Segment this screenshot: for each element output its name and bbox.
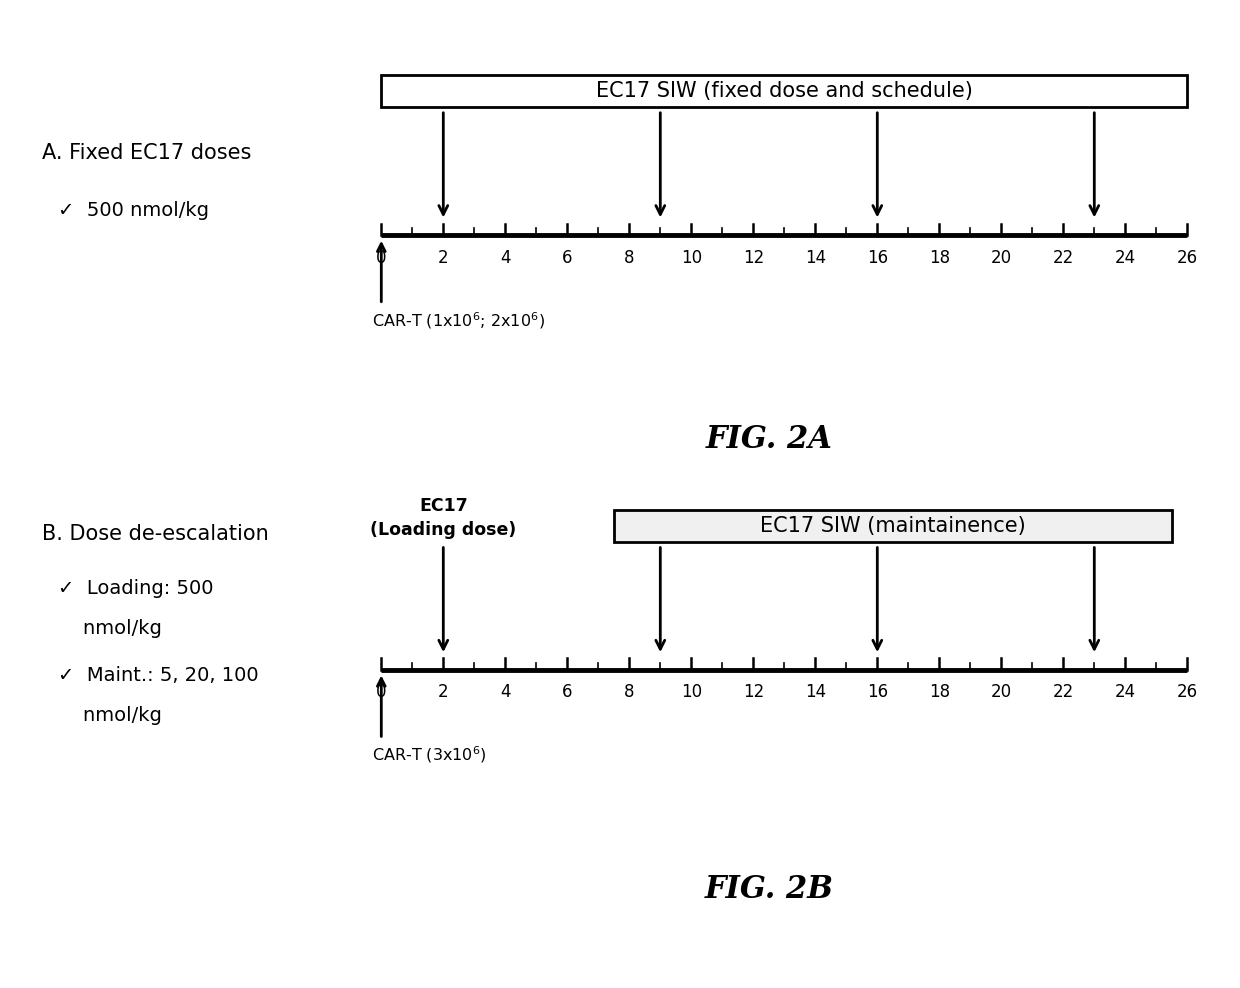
Text: 20: 20 (991, 249, 1012, 267)
Text: EC17 SIW (maintainence): EC17 SIW (maintainence) (760, 516, 1025, 536)
Polygon shape (381, 75, 1188, 108)
Text: 8: 8 (624, 684, 635, 701)
Text: 14: 14 (805, 249, 826, 267)
Text: 12: 12 (743, 249, 764, 267)
Text: nmol/kg: nmol/kg (58, 706, 162, 725)
Text: nmol/kg: nmol/kg (58, 618, 162, 638)
Text: 14: 14 (805, 684, 826, 701)
Text: ✓  Maint.: 5, 20, 100: ✓ Maint.: 5, 20, 100 (58, 666, 259, 685)
Text: 18: 18 (929, 684, 950, 701)
Text: 2: 2 (438, 684, 449, 701)
Text: ✓  500 nmol/kg: ✓ 500 nmol/kg (58, 201, 210, 220)
Text: (Loading dose): (Loading dose) (371, 521, 516, 538)
Text: 20: 20 (991, 684, 1012, 701)
Text: CAR-T (1x10$^6$; 2x10$^6$): CAR-T (1x10$^6$; 2x10$^6$) (372, 310, 544, 331)
Text: 22: 22 (1053, 249, 1074, 267)
Text: FIG. 2B: FIG. 2B (704, 873, 833, 905)
Text: 6: 6 (562, 249, 573, 267)
Text: 12: 12 (743, 684, 764, 701)
Text: ✓  Loading: 500: ✓ Loading: 500 (58, 579, 213, 598)
Text: 4: 4 (500, 684, 511, 701)
Text: 26: 26 (1177, 684, 1198, 701)
Text: 10: 10 (681, 684, 702, 701)
Text: 16: 16 (867, 249, 888, 267)
Text: 24: 24 (1115, 684, 1136, 701)
Text: 18: 18 (929, 249, 950, 267)
Text: EC17: EC17 (419, 497, 467, 515)
Text: 16: 16 (867, 684, 888, 701)
Text: FIG. 2A: FIG. 2A (706, 424, 832, 455)
Text: B. Dose de-escalation: B. Dose de-escalation (42, 525, 268, 544)
Text: 10: 10 (681, 249, 702, 267)
Text: 22: 22 (1053, 684, 1074, 701)
Text: 2: 2 (438, 249, 449, 267)
Text: 4: 4 (500, 249, 511, 267)
Text: 6: 6 (562, 684, 573, 701)
Text: EC17 SIW (fixed dose and schedule): EC17 SIW (fixed dose and schedule) (596, 81, 972, 102)
Polygon shape (614, 510, 1172, 542)
Text: A. Fixed EC17 doses: A. Fixed EC17 doses (42, 143, 250, 163)
Text: 0: 0 (376, 684, 387, 701)
Text: CAR-T (3x10$^6$): CAR-T (3x10$^6$) (372, 745, 487, 766)
Text: 8: 8 (624, 249, 635, 267)
Text: 26: 26 (1177, 249, 1198, 267)
Text: 0: 0 (376, 249, 387, 267)
Text: 24: 24 (1115, 249, 1136, 267)
